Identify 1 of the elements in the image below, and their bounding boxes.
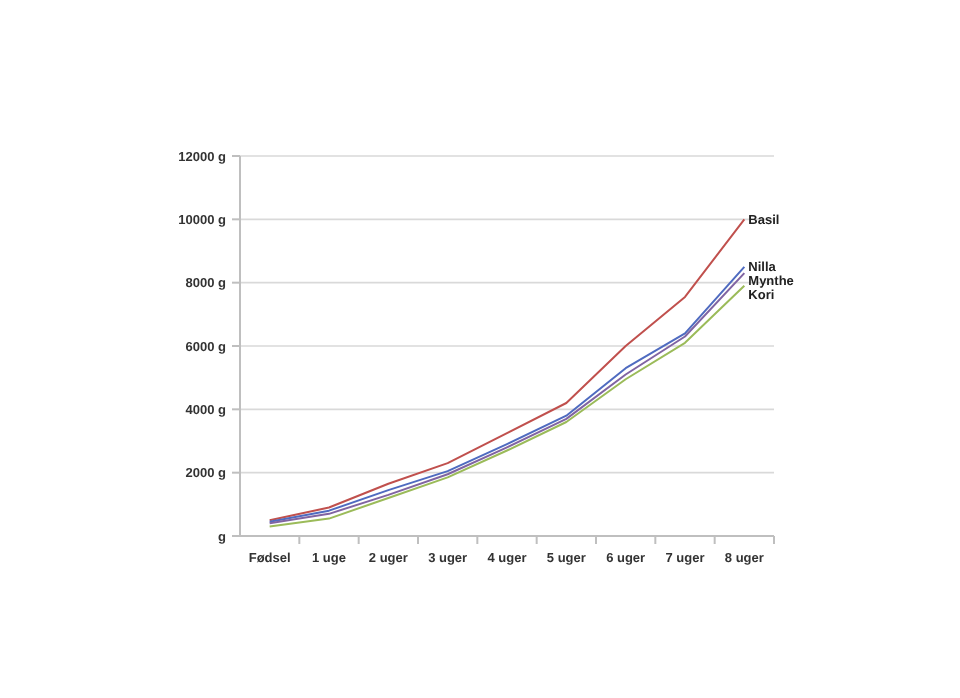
- line-series: [268, 218, 746, 522]
